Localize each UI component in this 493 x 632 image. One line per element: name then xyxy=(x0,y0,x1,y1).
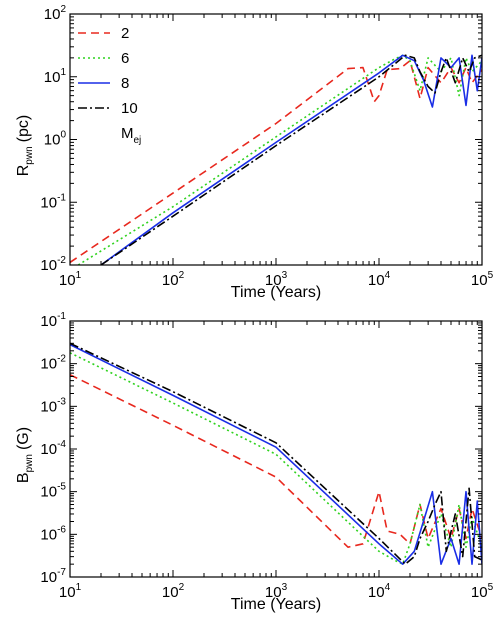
y-tick-label: 10-2 xyxy=(40,354,66,373)
legend-label-8: 8 xyxy=(121,75,129,92)
series-line-10 xyxy=(70,342,482,566)
legend-label-10: 10 xyxy=(121,100,138,117)
x-tick-label: 101 xyxy=(59,270,82,289)
x-tick-label: 105 xyxy=(471,582,493,601)
plot-frame xyxy=(69,320,483,578)
series-line-2 xyxy=(70,373,482,549)
series-line-10 xyxy=(100,54,482,265)
y-tick-label: 10-2 xyxy=(40,255,66,274)
y-tick-label: 10-6 xyxy=(40,524,66,543)
x-tick-label: 105 xyxy=(471,270,493,289)
chart-panel-2: 101 102 103 104 105 10-7 10-6 10-5 10-4 10-3 10-2 1… xyxy=(15,311,493,613)
x-tick-label: 102 xyxy=(162,582,185,601)
y-axis-title: Bpwn(G) xyxy=(15,427,35,483)
y-tick-label: 10-1 xyxy=(40,192,66,211)
legend: 2 6 8 10 Mej xyxy=(78,25,141,146)
y-axis-title: Rpwn(pc) xyxy=(15,115,35,176)
y-tick-label: 10-7 xyxy=(40,567,66,586)
y-tick-label: 102 xyxy=(44,4,67,23)
x-tick-label: 103 xyxy=(265,270,288,289)
series-line-6 xyxy=(77,54,482,265)
legend-label-2: 2 xyxy=(121,25,129,42)
x-tick-label: 103 xyxy=(265,582,288,601)
y-tick-label: 10-5 xyxy=(40,482,66,501)
x-axis-title: Time (Years) xyxy=(231,284,321,301)
series-line-2 xyxy=(70,59,482,264)
series-line-6 xyxy=(70,352,482,566)
series-line-8 xyxy=(100,54,482,265)
y-tick-label: 10-1 xyxy=(40,311,66,330)
x-tick-label: 104 xyxy=(368,582,391,601)
legend-label-6: 6 xyxy=(121,50,129,67)
x-tick-label: 104 xyxy=(368,270,391,289)
y-tick-label: 10-3 xyxy=(40,396,66,415)
legend-title: Mej xyxy=(121,125,141,146)
x-axis-title: Time (Years) xyxy=(231,596,321,613)
x-tick-label: 101 xyxy=(59,582,82,601)
y-tick-label: 101 xyxy=(44,67,67,86)
y-tick-label: 10-4 xyxy=(40,439,66,458)
series-line-8 xyxy=(70,343,482,566)
x-tick-label: 102 xyxy=(162,270,185,289)
y-tick-label: 100 xyxy=(44,130,67,149)
